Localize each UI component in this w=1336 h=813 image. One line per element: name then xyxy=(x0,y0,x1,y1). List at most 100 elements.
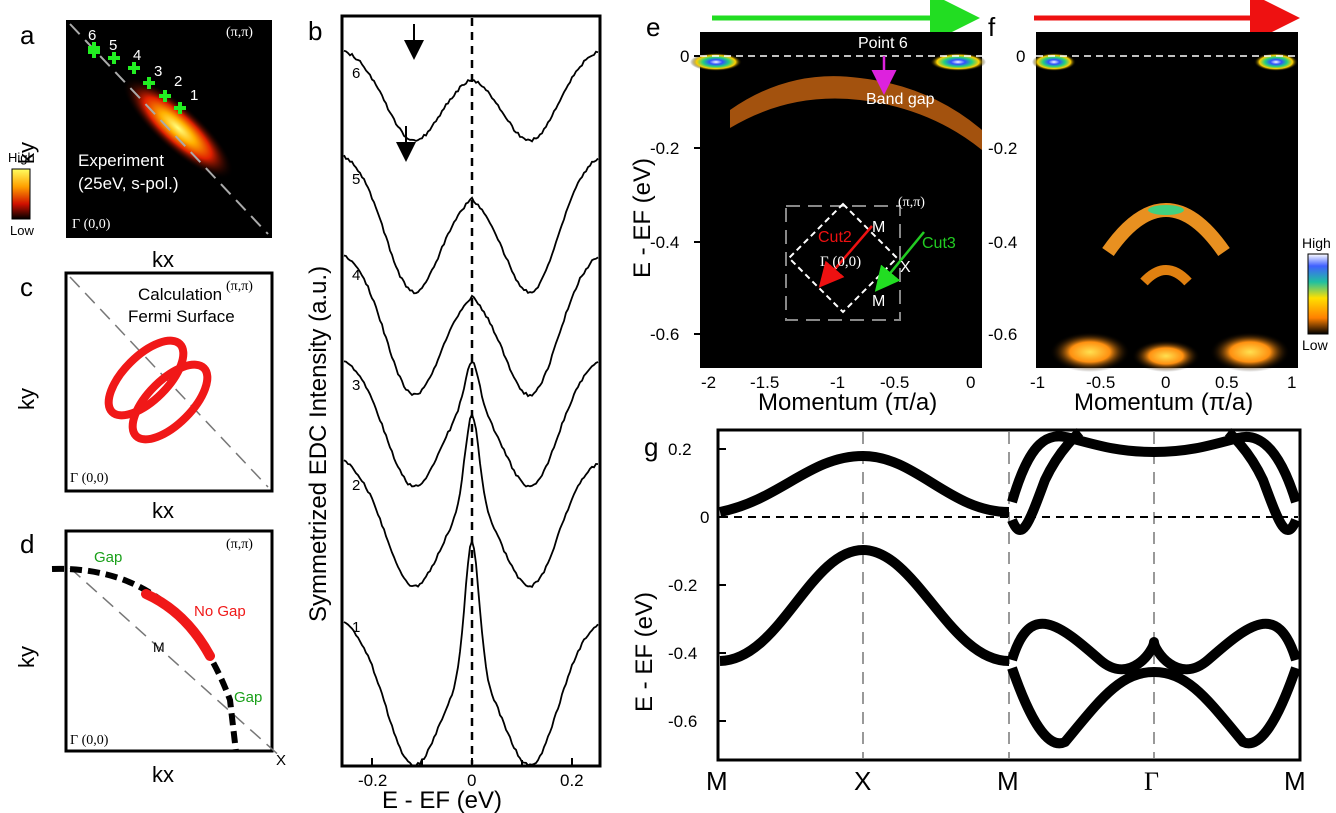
experiment-conditions: (25eV, s-pol.) xyxy=(78,174,178,193)
panel-label-c: c xyxy=(20,272,33,302)
edc-curve xyxy=(343,411,599,588)
m-point-label: M xyxy=(153,639,165,655)
ytick-label: -0.4 xyxy=(988,233,1017,252)
band-top-spot xyxy=(1148,205,1184,215)
e-yticks xyxy=(694,55,700,335)
fermi-crossing-spot xyxy=(1032,53,1076,71)
ytick-label: -0.2 xyxy=(650,139,679,158)
inset-pipi-label: (π,π) xyxy=(898,195,925,210)
xtick-label: 0.5 xyxy=(1215,373,1239,392)
curve-label: 6 xyxy=(352,65,360,82)
ytick-label: 0 xyxy=(700,508,709,527)
gap-top-label: Gap xyxy=(94,549,122,566)
colorbar-high-label: High xyxy=(1302,235,1331,251)
xtick-label: 0.2 xyxy=(560,771,584,790)
arpes-f-frame xyxy=(1036,32,1298,368)
fermi-crossing-spot xyxy=(1254,53,1298,71)
band-mgm-bottom xyxy=(1007,666,1301,749)
band-upper-mx xyxy=(718,451,1010,517)
ytick-label: -0.4 xyxy=(668,644,697,663)
curve-label: 5 xyxy=(352,171,360,188)
m-top-label: M xyxy=(872,219,885,236)
k-point-labels: 6 5 4 3 2 1 xyxy=(88,27,198,104)
ky-axis-label: ky xyxy=(14,388,39,410)
kx-axis-label: kx xyxy=(152,247,174,272)
e-xlabel: Momentum (π/a) xyxy=(758,389,937,416)
panel-label-d: d xyxy=(20,529,34,559)
f-xlabel: Momentum (π/a) xyxy=(1074,389,1253,416)
colorbar-a xyxy=(11,168,31,220)
panel-b: b 6 5 4 3 2 1 -0.2 0 0.2 E - EF (eV) Sym… xyxy=(305,14,602,813)
arpes-band xyxy=(730,76,982,150)
b-ylabel: Symmetrized EDC Intensity (a.u.) xyxy=(305,266,332,622)
point-label: 3 xyxy=(154,63,162,80)
panel-label-f: f xyxy=(988,12,996,42)
xtick-label: 0 xyxy=(467,771,476,790)
edc-curve xyxy=(343,538,599,768)
sym-point-label: M xyxy=(997,766,1019,796)
xtick-label: 0 xyxy=(966,373,975,392)
edc-curve xyxy=(343,49,599,143)
calc-title-2: Fermi Surface xyxy=(128,307,235,326)
curve-label: 2 xyxy=(352,477,360,494)
xtick-label: -0.5 xyxy=(1086,373,1115,392)
bottom-intensity xyxy=(1210,332,1290,372)
point6-label: Point 6 xyxy=(858,35,908,52)
band-gap-label: Band gap xyxy=(866,91,935,108)
edc-curve xyxy=(343,254,599,398)
band-structure xyxy=(718,428,1301,749)
panel-e: e Point 6 Band gap (π,π) Cut2 Cut3 M Γ (… xyxy=(629,0,986,416)
gamma-label: Γ (0,0) xyxy=(70,471,109,486)
xtick-label: 1 xyxy=(1287,373,1296,392)
ky-axis-label: ky xyxy=(14,142,39,164)
edc-curves xyxy=(343,49,599,768)
fermi-crossing-spot xyxy=(690,53,742,71)
colorbar-low-label: Low xyxy=(1302,337,1329,353)
band-lower-mx xyxy=(719,545,1010,666)
panel-label-b: b xyxy=(308,16,322,46)
inset-gamma-label: Γ (0,0) xyxy=(820,254,861,270)
ytick-label: -0.6 xyxy=(988,325,1017,344)
colorbar-high-label: High xyxy=(8,150,35,165)
b-xlabel: E - EF (eV) xyxy=(382,787,502,813)
cut3-arrow xyxy=(874,231,925,292)
gap-bottom-label: Gap xyxy=(234,689,262,706)
fermi-arc-dashed xyxy=(51,565,239,753)
ytick-label: -0.6 xyxy=(668,712,697,731)
curve-labels: 6 5 4 3 2 1 xyxy=(352,65,360,636)
pipi-label: (π,π) xyxy=(226,537,253,552)
gamma-label: Γ (0,0) xyxy=(70,733,109,748)
inset-bz-diamond xyxy=(787,202,899,314)
panel-d-frame xyxy=(64,529,274,753)
g-ylabel: E - EF (eV) xyxy=(631,592,658,712)
fermi-pocket-outer xyxy=(104,336,188,420)
xtick-label: -1 xyxy=(1030,373,1045,392)
point-label: 4 xyxy=(133,47,141,64)
no-gap-segment xyxy=(141,589,215,661)
band-mgm-top xyxy=(1007,431,1301,504)
xtick-label: -2 xyxy=(701,373,716,392)
curve-label: 4 xyxy=(352,267,360,284)
colorbar-f xyxy=(1307,253,1329,335)
point-label: 2 xyxy=(174,73,182,90)
xtick-label: 0 xyxy=(1161,373,1170,392)
panel-f: f 0 -0.2 -0.4 -0.6 -1 -0.5 0 0.5 1 Momen… xyxy=(988,0,1331,416)
point-label: 5 xyxy=(109,37,117,54)
ky-axis-label: ky xyxy=(14,646,39,668)
band-mgm-mid xyxy=(1007,618,1301,675)
kx-axis-label: kx xyxy=(152,762,174,787)
xtick-label: -0.2 xyxy=(358,771,387,790)
bottom-intensity xyxy=(1050,332,1130,372)
panel-g: g 0.2 0 -0.2 -0.4 -0.6 M X M Γ xyxy=(631,428,1306,796)
ytick-label: 0 xyxy=(1016,47,1025,66)
fermi-crossing-spot xyxy=(930,53,986,71)
ytick-label: -0.6 xyxy=(650,325,679,344)
kx-axis-label: kx xyxy=(152,498,174,523)
xtick-label: -1 xyxy=(830,373,845,392)
diagonal-dashed-line xyxy=(69,567,283,759)
edc-curve xyxy=(343,154,599,295)
edc-curve xyxy=(343,360,599,488)
calc-title-1: Calculation xyxy=(138,285,222,304)
m-bottom-label: M xyxy=(872,293,885,310)
curve-label: 3 xyxy=(352,377,360,394)
